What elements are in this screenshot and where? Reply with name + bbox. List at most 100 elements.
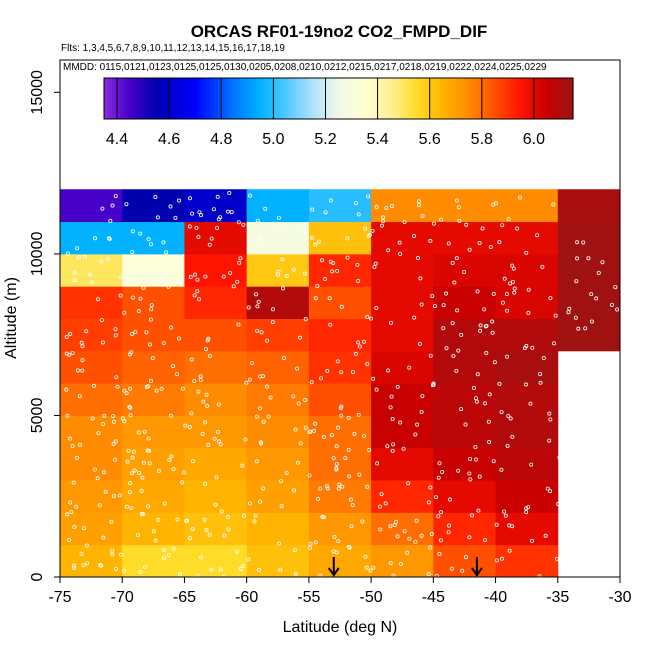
sample-point [146, 436, 151, 441]
sample-point [67, 538, 72, 543]
sample-point [101, 535, 106, 540]
sample-point [556, 502, 561, 507]
sample-point [538, 372, 543, 377]
heatmap-cell [122, 221, 185, 255]
sample-point [250, 361, 255, 366]
sample-point [164, 271, 169, 276]
sample-point [184, 518, 189, 523]
sample-point [72, 270, 77, 275]
sample-point [298, 441, 303, 446]
colorbar-swatch [369, 78, 375, 119]
sample-point [576, 326, 581, 331]
sample-point [337, 482, 342, 487]
heatmap-cell [433, 189, 497, 223]
colorbar-tick-label: 5.4 [366, 131, 388, 148]
sample-point [91, 383, 96, 388]
heatmap-cell [60, 447, 123, 481]
sample-point [584, 530, 589, 535]
sample-point [195, 289, 200, 294]
sample-point [113, 333, 118, 338]
sample-point [390, 417, 395, 422]
sample-point [93, 467, 98, 472]
sample-point [175, 517, 180, 522]
colorbar-swatch [338, 78, 344, 119]
sample-point [615, 307, 620, 312]
sample-point [483, 324, 488, 329]
sample-point [207, 353, 212, 358]
sample-point [347, 545, 352, 550]
sample-point [609, 370, 614, 375]
sample-point [462, 269, 467, 274]
sample-point [455, 198, 460, 203]
sample-point [323, 210, 328, 215]
sample-point [118, 293, 123, 298]
sample-point [309, 380, 314, 385]
sample-point [261, 419, 266, 424]
sample-point [187, 224, 192, 229]
sample-point [451, 353, 456, 358]
sample-point [352, 431, 357, 436]
sample-point [420, 213, 425, 218]
sample-point [194, 225, 199, 230]
colorbar-swatch [139, 78, 144, 119]
sample-point [106, 236, 111, 241]
heatmap-cell [557, 286, 621, 319]
colorbar-swatch [291, 78, 297, 119]
sample-point [195, 277, 200, 282]
sample-point [388, 561, 393, 566]
sample-point [270, 307, 275, 312]
sample-point [241, 563, 246, 568]
sample-point [346, 415, 351, 420]
sample-point [420, 394, 425, 399]
sample-point [141, 285, 146, 290]
sample-point [99, 318, 104, 323]
sample-point [339, 304, 344, 309]
sample-point [129, 350, 134, 355]
sample-point [141, 460, 146, 465]
heatmap-cell [371, 253, 434, 287]
sample-point [100, 340, 105, 345]
heatmap-cell [557, 189, 621, 223]
colorbar-swatch [377, 78, 383, 119]
sample-point [70, 350, 75, 355]
sample-point [470, 513, 475, 518]
x-tick-label: -50 [360, 589, 383, 606]
sample-point [567, 306, 572, 311]
sample-point [231, 284, 236, 289]
sample-point [430, 294, 435, 299]
sample-point [431, 381, 436, 386]
sample-point [201, 399, 206, 404]
sample-point [243, 437, 248, 442]
colorbar-swatch [201, 78, 207, 119]
sample-point [321, 434, 326, 439]
heatmap-cell [60, 544, 123, 578]
sample-point [158, 278, 163, 283]
heatmap-cell [308, 480, 372, 513]
sample-point [508, 416, 513, 421]
heatmap-cell [433, 512, 497, 546]
sample-point [261, 486, 266, 491]
sample-point [263, 206, 268, 211]
colorbar-swatch [107, 78, 113, 119]
heatmap-cell [433, 480, 497, 513]
sample-point [573, 364, 578, 369]
sample-point [127, 490, 132, 495]
sample-point [488, 244, 493, 249]
sample-point [384, 205, 389, 210]
sample-point [276, 215, 281, 220]
heatmap-cell [433, 544, 497, 578]
sample-point [505, 308, 510, 313]
sample-point [153, 538, 158, 543]
sample-point [386, 368, 391, 373]
sample-point [417, 203, 422, 208]
heatmap-cell [122, 253, 185, 287]
colorbar-swatch [561, 78, 566, 119]
sample-point [415, 256, 420, 261]
sample-point [258, 499, 263, 504]
sample-point [428, 238, 433, 243]
sample-point [95, 297, 100, 302]
heatmap-cell [60, 480, 123, 513]
sample-point [149, 307, 154, 312]
colorbar-tick-label: 4.4 [106, 131, 128, 148]
sample-point [199, 555, 204, 560]
